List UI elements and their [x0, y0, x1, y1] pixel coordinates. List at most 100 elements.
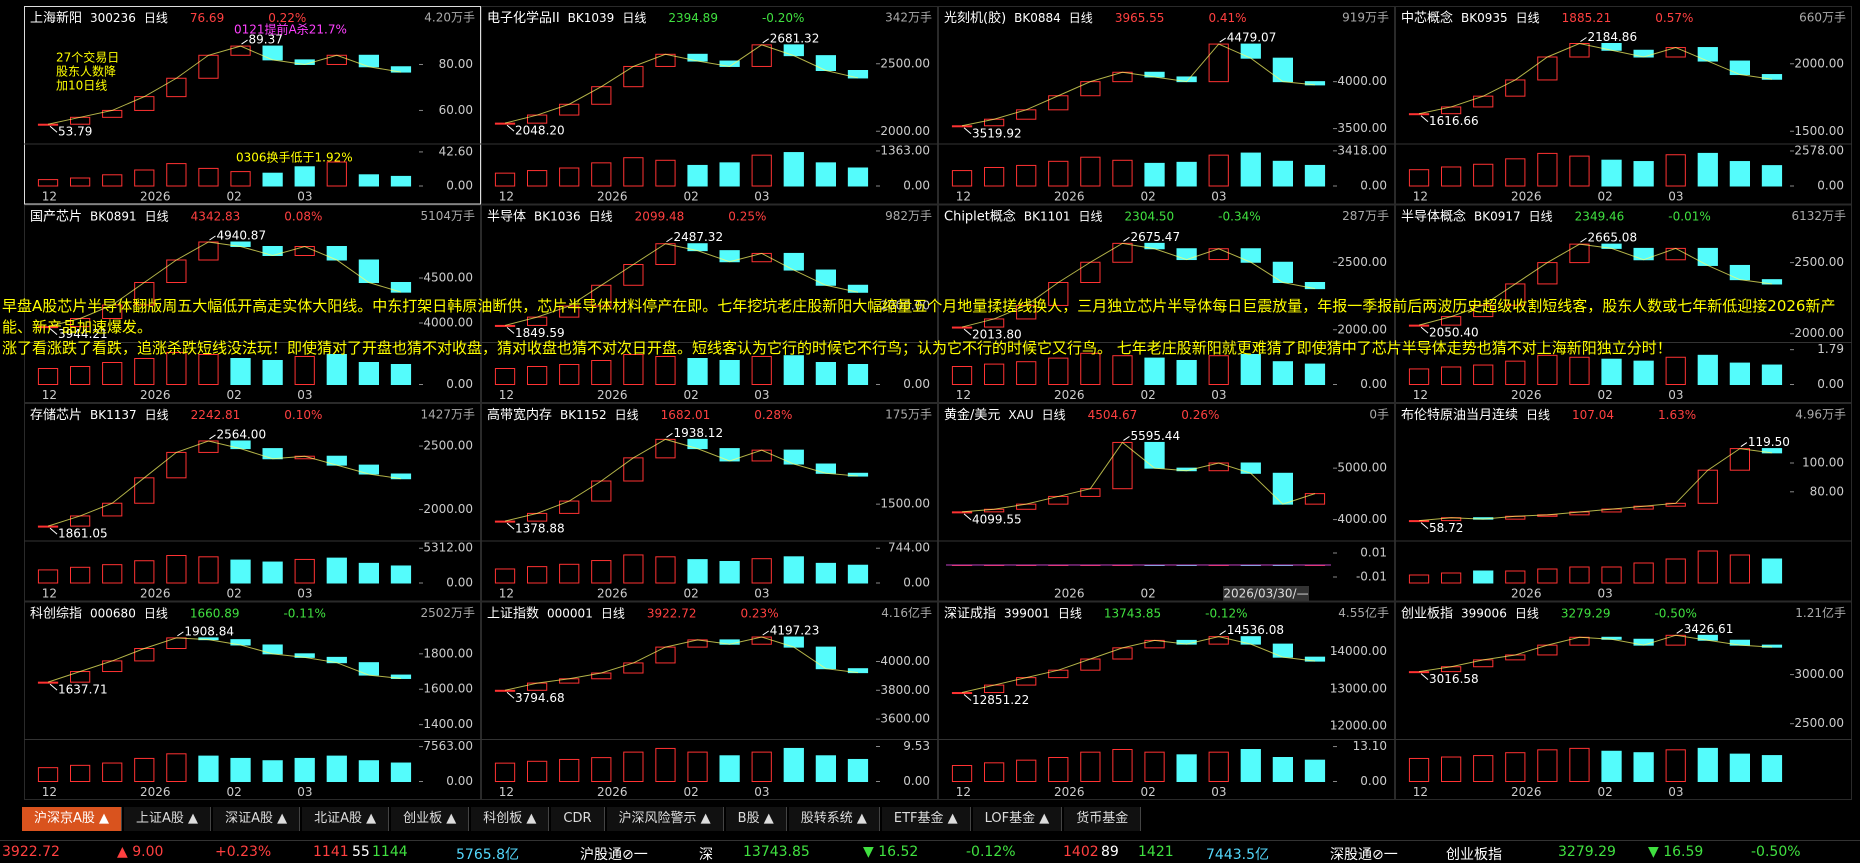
candle [1473, 95, 1494, 108]
x-tick-label: 02 [1598, 785, 1613, 799]
market-tab[interactable]: 上证A股 ▲ [124, 807, 212, 831]
x-tick-label: 12 [956, 190, 971, 204]
market-tab[interactable]: 创业板 ▲ [391, 807, 470, 831]
candle [1208, 248, 1229, 261]
volume-bar [1761, 165, 1783, 187]
market-tab[interactable]: CDR [551, 807, 605, 831]
high-pointer [666, 237, 673, 243]
candle [1304, 493, 1326, 505]
panel-border [1395, 6, 1852, 205]
volume-bar [230, 171, 251, 187]
candle [623, 65, 644, 88]
volume-bar [1697, 354, 1718, 385]
status-item: ▼ 16.59 [1648, 844, 1704, 860]
high-label: 3426.61 [1684, 622, 1734, 636]
panel-volume: 6132万手 [1791, 209, 1846, 223]
vol-tick-label: 0.00 [903, 774, 930, 788]
candle [783, 636, 804, 648]
panel-price: 4504.67 [1088, 408, 1138, 422]
high-pointer [209, 434, 216, 440]
volume-bar [1665, 154, 1686, 187]
candle [1080, 81, 1101, 97]
low-pointer [506, 522, 515, 530]
low-pointer [506, 691, 515, 699]
x-tick-label: 02 [227, 785, 242, 799]
market-tab[interactable]: LOF基金 ▲ [972, 807, 1063, 831]
candle [1080, 261, 1101, 283]
volume-bar [326, 354, 347, 385]
volume-bar [166, 163, 187, 187]
y-tick-label: 2500.00 [880, 56, 930, 70]
panel-change: -0.12% [1205, 606, 1247, 620]
candle [847, 472, 869, 477]
panel-code: 000001 [547, 606, 593, 620]
volume-bar [559, 758, 580, 782]
x-tick-label: 03 [754, 587, 769, 601]
panel-header: 存储芯片 BK1137 日线 2242.81 0.10% [30, 408, 322, 423]
market-tab[interactable]: B股 ▲ [725, 807, 787, 831]
volume-bar [70, 764, 91, 783]
volume-bar [1272, 160, 1293, 187]
vol-tick-label: 13.10 [1353, 739, 1387, 753]
volume-bar [1016, 361, 1037, 385]
volume-bar [294, 166, 315, 187]
vol-tick-label: 0.00 [1817, 179, 1844, 193]
high-pointer [1123, 436, 1130, 441]
market-tab[interactable]: ETF基金 ▲ [881, 807, 971, 831]
x-tick-label: 02 [1141, 587, 1156, 601]
panel-price: 1682.01 [661, 408, 711, 422]
panel-period: 日线 [601, 606, 625, 620]
panel-code: BK0935 [1461, 11, 1508, 25]
market-tab[interactable]: 北证A股 ▲ [302, 807, 390, 831]
panel-code: 399001 [1004, 606, 1050, 620]
volume-bar [815, 162, 836, 187]
panel-volume: 982万手 [885, 209, 932, 223]
panel-header: 创业板指 399006 日线 3279.29 -0.50% [1401, 606, 1697, 621]
status-item: ▲ 9.00 [117, 844, 164, 860]
panel-change: -0.11% [283, 606, 325, 620]
volume-bar [1729, 362, 1750, 385]
candle [1144, 441, 1165, 469]
low-label: 2050.40 [1429, 326, 1479, 340]
volume-bar [1505, 752, 1526, 782]
close-line [1418, 634, 1772, 673]
x-tick-label: 12 [42, 190, 57, 204]
market-tab[interactable]: 沪深京A股 ▲ [22, 807, 123, 831]
low-pointer [963, 127, 972, 135]
low-pointer [1420, 522, 1429, 529]
vol-tick-label: 0.00 [1360, 179, 1387, 193]
panel-header: 国产芯片 BK0891 日线 4342.83 0.08% [30, 209, 322, 224]
x-tick-label: 12 [42, 785, 57, 799]
panel-header: 中芯概念 BK0935 日线 1885.21 0.57% [1401, 10, 1693, 26]
panel-border [1395, 403, 1852, 602]
market-tab[interactable]: 股转系统 ▲ [788, 807, 880, 831]
candle [687, 438, 708, 450]
panel-price: 76.69 [190, 11, 224, 25]
market-tab[interactable]: 沪深风险警示 ▲ [606, 807, 724, 831]
chart-panel: 上证指数 000001 日线 3922.72 0.23% 4.16亿手 4000.00 380… [481, 601, 938, 800]
volume-bar [719, 755, 740, 783]
panel-code: BK0917 [1474, 209, 1521, 223]
x-tick-label: 2026 [1054, 190, 1085, 204]
vol-tick-label: 9.53 [903, 739, 930, 753]
volume-bar [1569, 747, 1590, 783]
note-line: 涨了看涨跌了看跌，追涨杀跌短线没法玩！即使猜对了开盘也猜不对收盘，猜对收盘也猜不… [2, 339, 1672, 357]
volume-bar [1080, 352, 1101, 386]
volume-bar [102, 762, 123, 783]
market-tab[interactable]: 深证A股 ▲ [213, 807, 301, 831]
volume-bar [1729, 753, 1750, 782]
market-tab[interactable]: 货币基金 [1064, 807, 1142, 831]
candle [326, 246, 347, 261]
x-tick-label: 2026 [597, 785, 628, 799]
status-item: 1141 [313, 844, 349, 860]
x-tick-label: 12 [42, 388, 57, 402]
y-tick-label: 4000.00 [423, 316, 473, 330]
panel-code: BK0884 [1014, 11, 1061, 25]
market-tab[interactable]: 科创板 ▲ [471, 807, 550, 831]
volume-bar [1665, 356, 1686, 386]
volume-bar [591, 360, 612, 385]
panel-name: 电子化学品II [487, 10, 560, 26]
status-item: 1421 [1138, 844, 1174, 860]
volume-bar [1505, 360, 1526, 386]
candle [751, 44, 772, 67]
